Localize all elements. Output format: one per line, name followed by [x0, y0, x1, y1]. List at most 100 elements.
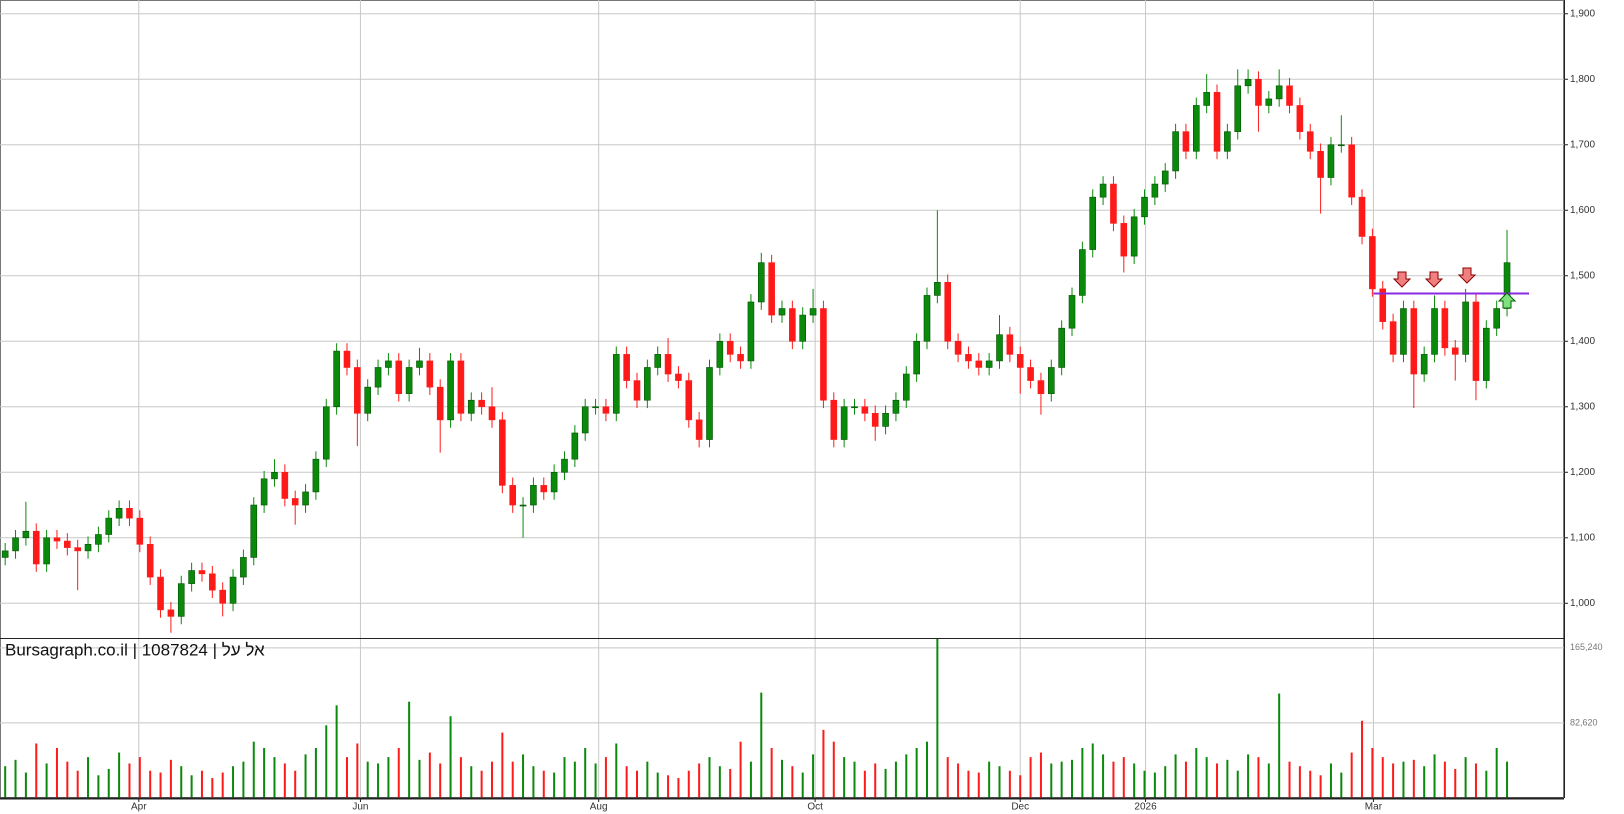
volume-bar — [511, 761, 514, 798]
candle-body — [892, 399, 900, 414]
volume-bar — [439, 763, 442, 798]
volume-bar — [1433, 754, 1436, 798]
candle-body — [1213, 92, 1221, 152]
volume-bar — [522, 754, 525, 798]
candle-body — [136, 517, 144, 545]
candle-body — [64, 540, 71, 548]
plot-frame — [0, 0, 1564, 798]
candle-body — [1151, 183, 1159, 198]
volume-bar — [584, 748, 587, 798]
candle-body — [695, 419, 703, 440]
volume-bar — [1081, 748, 1084, 798]
volume-bar — [1350, 752, 1353, 798]
volume-bar — [1257, 757, 1260, 798]
volume-bar — [1412, 759, 1415, 798]
candle-body — [840, 406, 848, 440]
volume-bar — [801, 772, 804, 798]
candle-body — [32, 530, 40, 565]
volume-bar — [1474, 763, 1477, 798]
volume-bar — [200, 770, 203, 798]
x-tick-label: Aug — [590, 802, 608, 813]
volume-bar — [1309, 770, 1312, 798]
volume-bar — [4, 766, 7, 798]
volume-bar — [252, 741, 255, 798]
signal-arrows — [1392, 267, 1517, 309]
up-arrow — [1497, 292, 1517, 309]
volume-bar — [656, 772, 659, 798]
volume-bar — [149, 770, 152, 798]
candle-body — [861, 406, 869, 414]
candle-body — [1058, 327, 1065, 368]
candle-body — [146, 544, 154, 578]
candle-body — [726, 340, 734, 355]
candle-body — [84, 544, 92, 552]
volume-bar — [1464, 757, 1467, 798]
candle-body — [602, 406, 610, 414]
volume-bar — [159, 772, 162, 798]
candle-body — [768, 262, 775, 316]
candle-body — [43, 537, 50, 565]
candle-body — [457, 360, 465, 414]
y-tick-label: 1,300 — [1570, 401, 1595, 412]
volume-bar — [967, 770, 970, 798]
volume-bar — [118, 752, 121, 798]
candle-body — [53, 537, 61, 542]
candle-body — [12, 537, 19, 552]
candle-body — [115, 508, 123, 519]
candle-body — [1027, 367, 1034, 381]
volume-bar — [532, 766, 535, 798]
candle-body — [1420, 354, 1428, 375]
volume-bar — [926, 741, 929, 798]
volume-bar — [335, 705, 338, 798]
candle-body — [436, 386, 444, 421]
candle-body — [1275, 85, 1283, 100]
volume-bar — [718, 766, 721, 798]
volume-bar — [1091, 743, 1094, 798]
volume-bar — [1236, 770, 1239, 798]
candle-body — [540, 485, 548, 493]
candle-body — [1006, 334, 1014, 355]
candle-body — [333, 350, 340, 408]
volume-bar — [708, 757, 711, 798]
volume-bar — [66, 761, 69, 798]
volume-bar — [211, 778, 214, 798]
volume-bar — [853, 761, 856, 798]
candle-body — [177, 583, 185, 617]
volume-bar — [1174, 754, 1177, 798]
candle-body — [1224, 131, 1231, 152]
down-arrow — [1392, 271, 1412, 288]
volume-bar — [418, 759, 421, 798]
down-arrow — [1424, 271, 1444, 288]
candle-body — [954, 340, 962, 355]
y-tick-label: 1,400 — [1570, 336, 1595, 347]
volume-bar — [501, 732, 504, 798]
volume-bar — [325, 725, 328, 798]
candle-body — [499, 419, 506, 486]
volume-bar — [905, 754, 908, 798]
candle-body — [882, 413, 889, 427]
volume-bar — [1371, 748, 1374, 798]
candle-body — [385, 360, 392, 368]
volume-bar — [459, 757, 462, 798]
candle-body — [789, 308, 796, 342]
candle-body — [1306, 131, 1314, 152]
volume-bar — [1495, 748, 1498, 798]
candle-body — [1327, 144, 1335, 178]
volume-bar — [884, 768, 887, 798]
candle-body — [550, 471, 558, 493]
volume-bar — [604, 757, 607, 798]
y-tick-label: 1,900 — [1570, 8, 1595, 19]
candle-body — [74, 547, 81, 552]
volume-bar — [221, 772, 224, 798]
volume-bar — [190, 775, 193, 798]
volume-bar — [97, 775, 100, 798]
volume-bar — [1278, 693, 1281, 798]
candle-body — [478, 399, 485, 408]
volume-bar — [1133, 763, 1136, 798]
volume-bar — [635, 770, 638, 798]
volume-bar — [625, 766, 628, 798]
candle-body — [809, 308, 817, 316]
volume-bar — [273, 757, 276, 798]
volume-bar — [356, 743, 359, 798]
